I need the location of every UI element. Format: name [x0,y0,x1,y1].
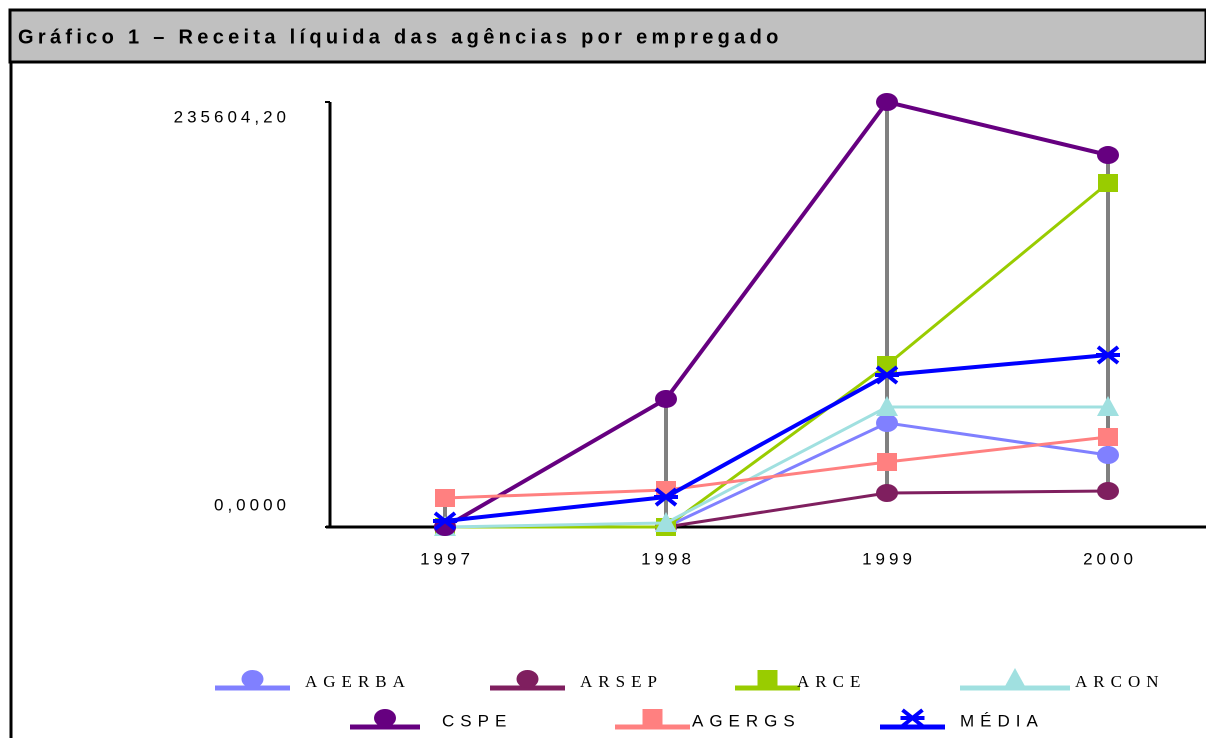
point [1098,428,1118,447]
series-line [444,353,1109,523]
point [876,414,898,433]
point [1097,482,1119,501]
legend-label: ARSEP [580,672,663,691]
x-tick-label: 1997 [420,549,474,568]
legend-label: ARCE [797,672,866,691]
legend-label: ARCON [1075,672,1165,691]
x-tick-label: 2000 [1083,549,1137,568]
point [875,365,899,385]
legend-marker [642,709,663,727]
legend-marker [757,670,778,688]
point [1098,174,1118,193]
point [1096,345,1120,365]
legend-label: AGERBA [305,672,411,691]
point [1097,146,1119,165]
legend-marker [241,670,264,688]
point [876,93,898,111]
point [433,511,457,531]
point [654,487,678,507]
title-bar [8,8,1206,64]
y-tick-label: 0,0000 [214,495,290,514]
chart-title: Gráfico 1 – Receita líquida das agências… [18,26,783,48]
point [877,453,897,472]
point [876,484,898,503]
x-tick-label: 1999 [862,549,916,568]
series-line [443,99,1109,529]
point [655,389,677,408]
y-tick-label: 235604,20 [174,107,290,126]
point [1097,396,1119,417]
legend-marker [900,708,925,728]
legend-marker [374,709,396,727]
point [876,396,898,417]
legend-label: MÉDIA [960,711,1044,730]
series-line [444,435,1109,500]
x-tick-label: 1998 [641,549,695,568]
legend-label: CSPE [442,711,512,730]
point [1097,446,1119,465]
legend-label: AGERGS [692,711,801,730]
legend-marker [516,670,539,688]
point [655,512,677,533]
point [435,489,455,508]
series-line [445,181,1109,529]
legend-marker [1004,668,1026,688]
series-line [444,405,1108,529]
